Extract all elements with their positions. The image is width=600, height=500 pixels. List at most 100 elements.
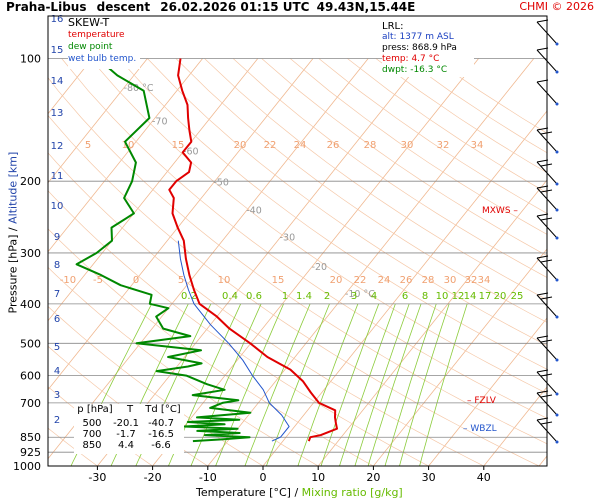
lrl-title: LRL: — [382, 21, 404, 32]
mixing-ratio-label: 6 — [402, 291, 408, 302]
dry-adiabat — [147, 58, 547, 346]
wind-barb-flag — [536, 47, 549, 51]
header-station: Praha-Libus — [6, 0, 87, 14]
altitude-km-label: 10 — [51, 201, 64, 212]
mixing-ratio-label: 1 — [282, 291, 288, 302]
wind-barb — [536, 390, 559, 417]
isotherm-lower-label: 15 — [272, 275, 285, 286]
altitude-km-label: 14 — [51, 76, 64, 87]
wind-barb — [536, 255, 559, 282]
dry-adiabat — [432, 58, 547, 134]
dry-adiabat — [175, 58, 547, 323]
mixing-ratio-line — [419, 303, 468, 466]
isotherm-line — [262, 110, 547, 466]
altitude-km-label: 11 — [51, 171, 64, 182]
wind-barb-point — [555, 278, 559, 282]
temperature-tick-label: 10 — [311, 471, 325, 484]
wind-barb-point — [555, 315, 559, 319]
isotherm-line — [97, 58, 424, 466]
summary-cell: -20.1 — [113, 418, 139, 429]
header-coords: 49.43N,15.44E — [316, 0, 416, 14]
summary-table: p [hPa] T Td [°C] 500 -20.1 -40.7 700 -1… — [74, 404, 184, 454]
altitude-km-label: 16 — [51, 14, 64, 25]
isotherm-line — [48, 58, 148, 184]
dew-point-line — [75, 57, 252, 443]
mixing-ratio-line — [399, 303, 450, 466]
altitude-km-label: 2 — [54, 415, 60, 426]
temperature-tick-label: 20 — [366, 471, 380, 484]
summary-cell: 4.4 — [118, 440, 134, 451]
altitude-km-label: 15 — [51, 45, 64, 56]
marker-fzlv: – FZLV — [467, 396, 496, 406]
isotherm-lower-label: 10 — [218, 275, 231, 286]
isotherm-lower-label: 5 — [178, 275, 184, 286]
lrl-alt: alt: 1377 m ASL — [382, 32, 454, 42]
wind-barb — [536, 213, 559, 240]
dry-adiabat — [61, 58, 547, 419]
mixing-ratio-line — [367, 303, 422, 466]
header-title: Praha-Libus descent 26.02.2026 01:15 UTC… — [6, 0, 415, 14]
wind-barb — [536, 127, 559, 154]
wind-barb-point — [555, 70, 559, 74]
summary-table-row: 850 4.4 -6.6 — [74, 440, 184, 451]
legend-title: SKEW-T — [68, 16, 110, 29]
mixing-ratio-label: 3 — [351, 291, 357, 302]
mixing-ratio-line — [354, 303, 410, 466]
isotherm-line — [48, 58, 314, 391]
mixing-ratio-label: 8 — [422, 291, 428, 302]
wind-barb-flag — [536, 417, 549, 421]
dry-adiabat — [204, 58, 547, 301]
mixing-ratio-label: 0.4 — [222, 291, 238, 302]
altitude-km-label: 7 — [54, 289, 60, 300]
copyright: CHMI © 2026 — [519, 0, 594, 13]
temperature-tick-label: -20 — [144, 471, 162, 484]
isotherm-value-label: -30 — [280, 233, 296, 244]
isotherm-line — [483, 386, 547, 466]
wind-barb-flag — [536, 292, 549, 296]
wind-barb-flag — [536, 255, 549, 259]
marker-mxws: MXWS – — [482, 206, 518, 216]
dry-adiabat — [48, 190, 429, 466]
mixing-ratio-label: 0.2 — [181, 291, 197, 302]
wind-barb — [536, 417, 559, 444]
temperature-tick-label: -10 — [199, 471, 217, 484]
isotherm-line — [48, 58, 369, 460]
mixing-ratio-label: 25 — [511, 291, 524, 302]
lrl-dwpt: dwpt: -16.3 °C — [382, 65, 448, 75]
isotherm-value-label: -50 — [213, 178, 229, 189]
wind-barb — [536, 19, 559, 46]
mixing-ratio-label: 2 — [324, 291, 330, 302]
summary-cell: -40.7 — [148, 418, 174, 429]
altitude-km-label: 6 — [54, 314, 60, 325]
plot-frame — [47, 15, 548, 467]
mixing-ratio-line — [320, 303, 380, 466]
isotherm-lower-label: 26 — [400, 275, 413, 286]
isotherm-line — [48, 58, 259, 322]
wind-barb-flag — [536, 390, 549, 394]
dry-adiabat — [118, 58, 547, 370]
x-axis-label: Temperature [°C] / Mixing ratio [g/kg] — [196, 486, 403, 499]
altitude-km-label: 9 — [54, 232, 60, 243]
summary-cell: -1.7 — [116, 429, 136, 440]
mixing-ratio-line — [266, 303, 330, 466]
isotherm-value-label: -60 — [183, 146, 199, 157]
isotherm-line — [152, 58, 479, 466]
summary-cell: -16.5 — [148, 429, 174, 440]
pressure-tick-label: 200 — [20, 175, 41, 188]
pressure-tick-label: 100 — [20, 53, 41, 66]
wind-barb-point — [555, 102, 559, 106]
header-datetime: 26.02.2026 01:15 UTC — [160, 0, 310, 14]
isotherm-lower-label: 28 — [422, 275, 435, 286]
isotherm-value-label: -40 — [246, 205, 262, 216]
isotherm-line — [317, 179, 547, 466]
wind-barb-flag — [536, 159, 549, 163]
altitude-km-label: 3 — [54, 390, 60, 401]
mixing-ratio-line — [190, 303, 262, 466]
wind-barb-point — [555, 392, 559, 396]
summary-header-cell: p [hPa] — [77, 404, 113, 415]
isotherm-upper-label: 30 — [401, 140, 414, 151]
marker-wbzl-label: WBZL — [470, 424, 497, 434]
isotherm-lower-label: 32 — [465, 275, 478, 286]
temperature-tick-label: 40 — [477, 471, 491, 484]
